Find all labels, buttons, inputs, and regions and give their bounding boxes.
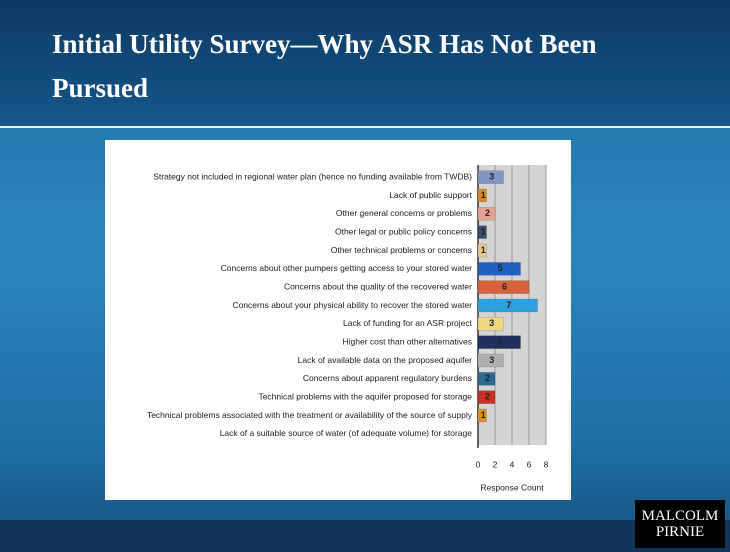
data-label: 7	[506, 300, 511, 310]
y-tick-label: Other general concerns or problems	[336, 208, 472, 218]
bar	[477, 335, 521, 349]
y-tick-label: Technical problems associated with the t…	[147, 410, 473, 420]
data-label: 2	[485, 208, 490, 218]
x-tick-label: 4	[510, 459, 515, 469]
x-tick-label: 8	[544, 459, 549, 469]
y-tick-label: Concerns about the quality of the recove…	[284, 281, 472, 291]
data-label: 1	[481, 410, 486, 420]
y-tick-label: Lack of public support	[389, 190, 472, 200]
bar	[477, 225, 487, 239]
y-tick-label: Lack of available data on the proposed a…	[298, 355, 473, 365]
logo: MALCOLM PIRNIE	[635, 500, 725, 548]
data-label: 3	[489, 318, 494, 328]
bar	[477, 280, 530, 294]
data-label: 1	[481, 227, 486, 237]
logo-line: MALCOLM	[641, 508, 719, 524]
header-band: Initial Utility Survey—Why ASR Has Not B…	[0, 0, 730, 128]
footer-band	[0, 520, 730, 552]
data-label: 6	[502, 282, 507, 292]
x-tick-label: 2	[493, 459, 498, 469]
x-tick-label: 6	[527, 459, 532, 469]
data-label: 5	[498, 263, 503, 273]
y-tick-label: Strategy not included in regional water …	[153, 171, 472, 181]
y-tick-label: Concerns about other pumpers getting acc…	[221, 263, 473, 273]
data-label: 3	[489, 172, 494, 182]
slide-title: Initial Utility Survey—Why ASR Has Not B…	[52, 29, 597, 103]
bar	[477, 243, 487, 258]
y-tick-label: Concerns about your physical ability to …	[232, 300, 472, 310]
y-tick-label: Lack of funding for an ASR project	[343, 318, 473, 328]
x-axis-title: Response Count	[480, 482, 544, 492]
bar	[477, 262, 521, 276]
data-label: 1	[481, 190, 486, 200]
data-label: 5	[498, 337, 503, 347]
bar	[477, 298, 538, 313]
bar	[477, 207, 496, 221]
y-tick-label: Other legal or public policy concerns	[335, 226, 472, 236]
y-tick-label: Lack of a suitable source of water (of a…	[220, 428, 473, 438]
data-label: 3	[489, 355, 494, 365]
bar	[477, 188, 487, 203]
bar	[477, 317, 504, 331]
data-label: 1	[481, 245, 486, 255]
bar	[477, 353, 504, 368]
bar	[477, 372, 496, 386]
data-label: 2	[485, 373, 490, 383]
bar	[477, 408, 487, 423]
bar	[477, 390, 496, 404]
data-label: 2	[485, 392, 490, 402]
y-tick-label: Higher cost than other alternatives	[343, 336, 472, 346]
y-tick-label: Technical problems with the aquifer prop…	[258, 391, 472, 401]
logo-line: PIRNIE	[655, 524, 705, 540]
y-tick-label: Other technical problems or concerns	[331, 245, 472, 255]
bar	[477, 170, 504, 184]
y-tick-label: Concerns about apparent regulatory burde…	[303, 373, 472, 383]
x-tick-label: 0	[476, 459, 481, 469]
